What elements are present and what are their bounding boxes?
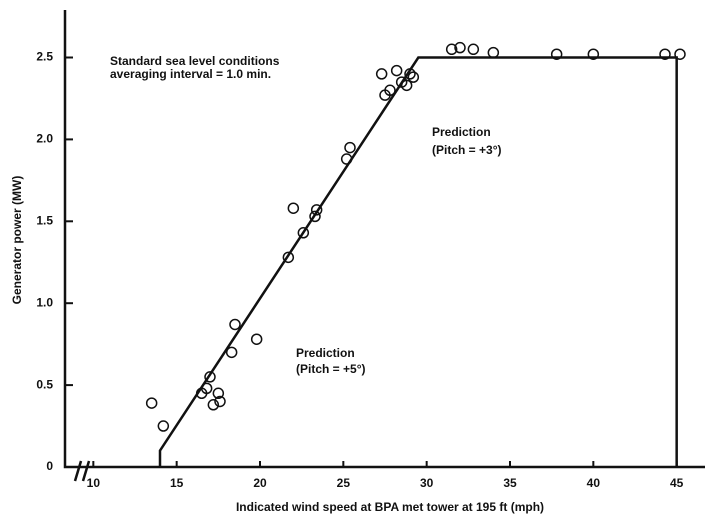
data-point xyxy=(340,153,353,165)
y-tick-label: 1.5 xyxy=(36,213,53,227)
x-tick-label: 45 xyxy=(670,476,684,490)
data-point xyxy=(487,46,500,59)
y-tick-label: 1.0 xyxy=(36,295,53,309)
annotation: (Pitch = +3°) xyxy=(432,143,502,157)
annotation: averaging interval = 1.0 min. xyxy=(110,67,271,81)
data-point xyxy=(145,397,158,409)
data-point xyxy=(212,387,225,400)
data-point xyxy=(674,48,686,60)
y-tick-label: 0.5 xyxy=(36,377,53,391)
data-point xyxy=(407,71,420,83)
x-tick-label: 35 xyxy=(503,476,517,490)
data-point xyxy=(344,141,356,154)
data-point xyxy=(282,251,295,264)
data-point xyxy=(225,346,238,359)
x-tick-label: 30 xyxy=(420,476,434,490)
data-point xyxy=(297,227,310,239)
data-point xyxy=(445,43,458,56)
data-point xyxy=(229,318,241,331)
x-tick-label: 25 xyxy=(337,476,351,490)
data-point xyxy=(157,420,170,432)
prediction-line xyxy=(158,56,678,467)
data-point xyxy=(310,204,323,216)
data-point xyxy=(214,395,226,408)
data-point xyxy=(250,333,263,345)
data-point xyxy=(550,48,563,60)
data-point xyxy=(400,79,413,92)
data-point xyxy=(467,43,480,56)
annotation: Prediction xyxy=(432,125,491,139)
data-point xyxy=(200,382,213,395)
axis-break xyxy=(73,460,91,482)
data-point xyxy=(309,210,321,223)
annotation: Prediction xyxy=(296,346,355,360)
y-axis-label: Generator power (MW) xyxy=(10,176,24,305)
data-point xyxy=(375,68,388,80)
data-point xyxy=(404,68,416,80)
data-point xyxy=(204,371,216,383)
data-point xyxy=(587,48,600,60)
x-axis-label: Indicated wind speed at BPA met tower at… xyxy=(236,500,544,514)
x-tick-label: 10 xyxy=(87,476,101,490)
annotation: Standard sea level conditions xyxy=(110,54,280,68)
data-point xyxy=(287,202,300,214)
annotation: (Pitch = +5°) xyxy=(296,362,366,376)
data-point xyxy=(659,48,671,60)
x-tick-label: 20 xyxy=(253,476,267,490)
y-tick-label: 2.5 xyxy=(36,50,53,64)
data-point xyxy=(384,84,396,97)
x-tick-label: 40 xyxy=(587,476,601,490)
y-tick-label: 0 xyxy=(46,459,53,473)
y-tick-label: 2.0 xyxy=(36,132,53,146)
data-point xyxy=(390,64,403,77)
data-point xyxy=(454,41,466,54)
x-tick-label: 15 xyxy=(170,476,184,490)
data-point xyxy=(207,399,220,411)
